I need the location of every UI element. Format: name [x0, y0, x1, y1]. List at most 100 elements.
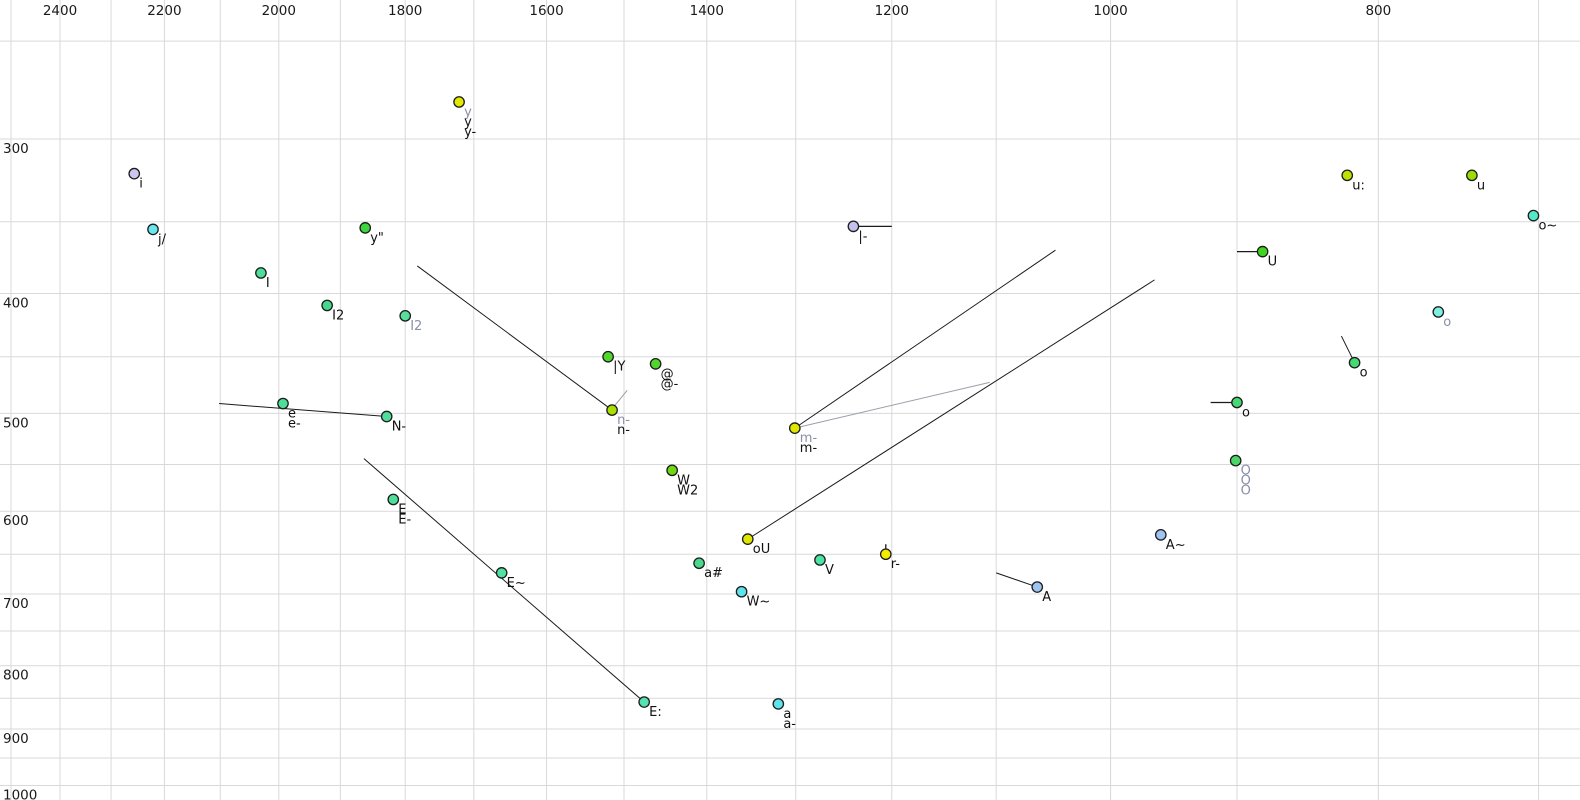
- data-point-E-colon[interactable]: [638, 696, 651, 708]
- x-tick-label-2000: 2000: [262, 3, 296, 19]
- point-label-a-1: a-: [783, 717, 796, 732]
- point-label-I2-gray-0: I2: [410, 319, 422, 334]
- point-label-e--0: e: [288, 407, 296, 422]
- point-label-y-uml-0: y": [370, 231, 384, 246]
- point-label-i-0: i: [139, 177, 143, 192]
- data-point-O-stack[interactable]: [1229, 454, 1242, 467]
- point-label-E--1: E-: [398, 512, 411, 527]
- x-tick-label-2400: 2400: [43, 3, 77, 19]
- point-label-n--0: n-: [617, 413, 630, 428]
- point-label-W-tilde-0: W~: [747, 595, 771, 610]
- data-point-A[interactable]: [1031, 581, 1044, 593]
- point-label-o-tilde-0: o~: [1538, 219, 1557, 234]
- point-label-O-stack-0: O: [1241, 464, 1251, 479]
- data-point-r-[interactable]: [879, 548, 892, 561]
- data-point-at[interactable]: [649, 357, 662, 370]
- connector-segment-4: [794, 249, 1056, 429]
- data-point-e-[interactable]: [277, 397, 289, 410]
- point-label-y-0: y: [464, 105, 472, 120]
- connector-segment-0: [416, 265, 613, 411]
- point-label-U-0: U: [1268, 255, 1278, 270]
- point-label-W-0: W: [677, 473, 690, 488]
- connector-segment-3: [747, 279, 1155, 540]
- x-tick-label-1600: 1600: [529, 3, 563, 19]
- data-point-i[interactable]: [128, 167, 141, 180]
- point-label-O-stack-1: O: [1241, 474, 1251, 489]
- y-tick-label-1000: 1000: [3, 788, 37, 800]
- data-point-U[interactable]: [1256, 245, 1269, 258]
- point-label-y-2: y-: [464, 125, 476, 140]
- data-point-V[interactable]: [814, 554, 826, 566]
- connector-segment-5: [794, 381, 990, 429]
- data-point-N-[interactable]: [380, 410, 393, 423]
- point-label-O-stack-2: O: [1241, 484, 1251, 499]
- connector-segment-2: [219, 403, 387, 418]
- point-label-o-mid-0: o: [1242, 405, 1250, 420]
- y-tick-label-900: 900: [3, 731, 29, 747]
- data-point-I2-gray[interactable]: [399, 309, 412, 322]
- data-point-W-tilde[interactable]: [735, 585, 748, 598]
- data-point-o-gray[interactable]: [1432, 306, 1445, 318]
- data-point-u-colon[interactable]: [1341, 169, 1354, 182]
- data-point-o-upper[interactable]: [1348, 356, 1361, 369]
- data-point-a[interactable]: [772, 698, 785, 710]
- point-label-u-colon-0: u:: [1352, 178, 1365, 193]
- x-tick-label-1200: 1200: [875, 3, 909, 19]
- data-point-E-tilde[interactable]: [495, 567, 508, 579]
- data-point-bar-Y[interactable]: [602, 350, 614, 363]
- connector-segment-9: [612, 389, 628, 409]
- connector-segment-6: [996, 572, 1038, 588]
- y-tick-label-400: 400: [3, 295, 29, 311]
- point-label-e--1: e-: [288, 417, 301, 432]
- point-label-A-0: A: [1042, 590, 1051, 605]
- data-point-o-tilde[interactable]: [1527, 209, 1540, 222]
- point-label-j-slash-0: j/: [157, 232, 167, 247]
- point-label-at-0: @: [661, 367, 674, 382]
- point-label-n--1: n-: [617, 423, 630, 438]
- data-point-m-[interactable]: [788, 422, 801, 434]
- point-label-oU-0: oU: [753, 542, 770, 557]
- data-point-n-[interactable]: [606, 404, 618, 416]
- point-label-bar-minus-0: |-: [858, 229, 867, 244]
- x-tick-label-1800: 1800: [388, 3, 422, 19]
- point-label-o-gray-0: o: [1443, 315, 1451, 330]
- data-point-y-uml[interactable]: [359, 222, 372, 234]
- point-label-u-0: u: [1477, 178, 1485, 193]
- data-point-W[interactable]: [666, 464, 679, 477]
- data-point-j-slash[interactable]: [147, 223, 159, 236]
- y-tick-label-700: 700: [3, 596, 29, 612]
- y-tick-label-600: 600: [3, 513, 29, 529]
- data-point-I2[interactable]: [321, 299, 333, 312]
- data-point-I[interactable]: [255, 267, 267, 279]
- point-label-o-upper-0: o: [1360, 366, 1368, 381]
- data-point-o-mid[interactable]: [1231, 396, 1243, 409]
- y-tick-label-500: 500: [3, 415, 29, 431]
- data-point-a-hash[interactable]: [693, 557, 705, 570]
- data-point-bar-minus[interactable]: [847, 220, 860, 233]
- data-point-A-tilde[interactable]: [1154, 529, 1167, 541]
- point-label-E-tilde-0: E~: [507, 576, 526, 591]
- point-label-y-1: y: [464, 115, 472, 130]
- point-label-r--0: r-: [891, 557, 901, 572]
- point-label-I-0: I: [266, 276, 270, 291]
- point-label-A-tilde-0: A~: [1166, 538, 1186, 553]
- data-point-E-[interactable]: [387, 493, 400, 506]
- point-label-bar-Y-0: |Y: [613, 360, 625, 375]
- point-label-m--0: m-: [800, 431, 818, 446]
- x-tick-label-800: 800: [1365, 3, 1391, 19]
- point-label-V-0: V: [825, 563, 834, 578]
- y-tick-label-800: 800: [3, 668, 29, 684]
- point-label-a-0: a: [783, 707, 791, 722]
- x-tick-label-2200: 2200: [147, 3, 181, 19]
- x-tick-label-1400: 1400: [690, 3, 724, 19]
- data-point-y[interactable]: [453, 96, 465, 108]
- data-point-u[interactable]: [1466, 169, 1478, 182]
- point-label-N--0: N-: [392, 420, 407, 435]
- point-label-W-1: W2: [677, 483, 698, 498]
- data-point-oU[interactable]: [741, 533, 754, 545]
- point-label-a-hash-0: a#: [704, 566, 723, 581]
- point-label-E--0: E: [398, 502, 406, 517]
- point-label-I2-0: I2: [332, 308, 344, 323]
